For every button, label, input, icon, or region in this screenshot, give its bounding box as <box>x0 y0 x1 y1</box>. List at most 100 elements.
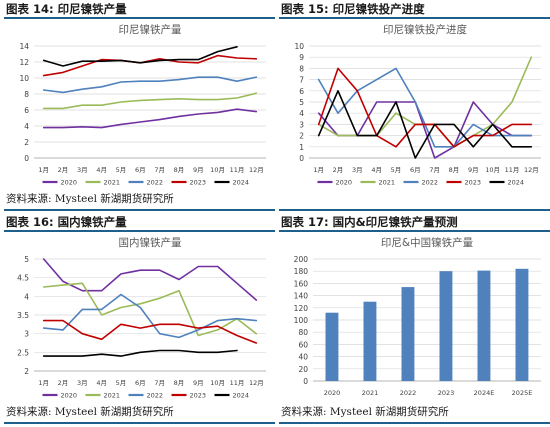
series-line-2024 <box>42 46 238 67</box>
source-note: 资料来源: Mysteel 新湖期货研究所 <box>281 406 449 418</box>
y-tick-label: 8 <box>24 90 29 99</box>
legend-label: 2020 <box>336 179 353 187</box>
x-tick-label: 3月 <box>77 379 88 387</box>
y-tick-label: 3 <box>299 120 304 129</box>
y-tick-label: 2 <box>24 138 29 147</box>
x-tick-label: 2024E <box>474 389 495 397</box>
bar-2024E <box>477 270 491 381</box>
line-chart: 国内镍铁产量 2 2.5 3 3.5 4 4.5 5 1月 2月 3月 4月 5月 6月 7月 8月 9月 10月… <box>17 236 266 400</box>
series-line-2021 <box>42 92 258 110</box>
panel-domestic-output: 图表 16: 国内镍铁产量 国内镍铁产量 2 2.5 3 3.5 4 4.5 5 1月 2月 3月 4… <box>4 213 275 426</box>
y-tick-label: 2.5 <box>17 348 29 357</box>
y-tick-label: 40 <box>298 353 308 362</box>
y-tick-label: 6 <box>299 87 304 96</box>
x-tick-label: 7月 <box>429 166 440 174</box>
y-tick-label: 5 <box>299 98 304 107</box>
x-tick-label: 4月 <box>96 379 107 387</box>
y-tick-label: 14 <box>19 42 29 51</box>
legend-label: 2021 <box>104 392 121 400</box>
y-tick-label: 20 <box>298 365 308 374</box>
legend-label: 2023 <box>465 179 482 187</box>
bar-2020 <box>325 312 339 381</box>
y-tick-label: 60 <box>298 340 308 349</box>
x-tick-label: 4月 <box>96 166 107 174</box>
x-tick-label: 2月 <box>58 166 69 174</box>
chart-title: 印尼&中国镍铁产量 <box>381 236 474 249</box>
source-note: 资料来源: Mysteel 新湖期货研究所 <box>6 406 174 418</box>
series-line-2020 <box>42 108 258 129</box>
x-tick-label: 10月 <box>485 166 500 174</box>
x-tick-label: 11月 <box>230 379 245 387</box>
header-rule <box>279 17 550 19</box>
y-tick-label: 9 <box>299 53 304 62</box>
x-tick-label: 12月 <box>249 379 264 387</box>
series-line-2021 <box>42 282 258 337</box>
x-tick-label: 8月 <box>449 166 460 174</box>
y-tick-label: 160 <box>294 279 309 288</box>
chart-title: 国内镍铁产量 <box>119 236 182 249</box>
x-tick-label: 3月 <box>352 166 363 174</box>
legend-label: 2024 <box>233 392 250 400</box>
y-tick-label: 10 <box>294 42 304 51</box>
series-line-2023 <box>317 67 533 148</box>
y-tick-label: 0 <box>303 377 308 386</box>
x-tick-label: 2月 <box>58 379 69 387</box>
header-rule <box>4 17 275 19</box>
line-chart: 印尼镍铁产量 0 2 4 6 8 10 12 14 1月 2月 3月 4月 5月 6月 7月 8月 9月 10月 11… <box>19 23 266 187</box>
x-tick-label: 11月 <box>505 166 520 174</box>
y-tick-label: 10 <box>19 74 29 83</box>
y-tick-label: 200 <box>294 255 309 264</box>
bar-2021 <box>363 301 377 381</box>
chart-title: 印尼镍铁投产进度 <box>383 23 467 36</box>
y-tick-label: 4 <box>299 109 304 118</box>
x-tick-label: 7月 <box>154 166 165 174</box>
bar-chart: 印尼&中国镍铁产量 0 20 40 60 80 100 120 140 160 180 200 2020… <box>294 236 541 397</box>
x-tick-label: 6月 <box>135 166 146 174</box>
x-tick-label: 2020 <box>324 389 341 397</box>
line-chart: 印尼镍铁投产进度 0 1 2 3 4 5 6 7 8 9 10 1月 2月 3月 4月 5月 6月 7月 8月 9月 10… <box>294 23 541 187</box>
legend-label: 2023 <box>190 179 207 187</box>
legend-label: 2022 <box>147 392 164 400</box>
x-tick-label: 2月 <box>333 166 344 174</box>
chart-output-forecast: 印尼&中国镍铁产量 0 20 40 60 80 100 120 140 160 180 200 2020… <box>279 233 550 403</box>
panel-indonesia-output: 图表 14: 印尼镍铁产量 印尼镍铁产量 0 2 4 6 8 10 12 14 1月 2月 3月 4月 5… <box>4 0 275 213</box>
panel-output-forecast: 图表 17: 国内&印尼镍铁产量预测 印尼&中国镍铁产量 0 20 40 60 80 100… <box>279 213 550 426</box>
y-tick-label: 2 <box>299 132 304 141</box>
y-tick-label: 140 <box>294 292 309 301</box>
chart-indonesia-commissioning: 印尼镍铁投产进度 0 1 2 3 4 5 6 7 8 9 10 1月 2月 3月 4月 5月 6月 7月 8月 9月 10… <box>279 20 550 190</box>
panel-header: 图表 16: 国内镍铁产量 <box>4 213 275 232</box>
bar-2025E <box>515 268 529 381</box>
chart-indonesia-output: 印尼镍铁产量 0 2 4 6 8 10 12 14 1月 2月 3月 4月 5月 6月 7月 8月 9月 10月 11… <box>4 20 275 190</box>
x-tick-label: 1月 <box>38 379 49 387</box>
x-tick-label: 4月 <box>371 166 382 174</box>
y-tick-label: 5 <box>24 255 29 264</box>
footer-rule <box>279 209 550 211</box>
footer-rule <box>4 209 275 211</box>
x-tick-label: 6月 <box>135 379 146 387</box>
y-tick-label: 1 <box>299 143 304 152</box>
panel-header: 图表 17: 国内&印尼镍铁产量预测 <box>279 213 550 232</box>
y-tick-label: 6 <box>24 106 29 115</box>
figure-title: 图表 17: 国内&印尼镍铁产量预测 <box>281 215 458 229</box>
footer-rule <box>4 422 275 424</box>
series-line-2023 <box>42 54 258 77</box>
y-tick-label: 7 <box>299 76 304 85</box>
legend-label: 2022 <box>147 179 164 187</box>
figure-title: 图表 16: 国内镍铁产量 <box>6 215 127 229</box>
header-rule <box>279 230 550 232</box>
series-line-2023 <box>42 319 258 344</box>
x-tick-label: 5月 <box>391 166 402 174</box>
x-tick-label: 10月 <box>210 166 225 174</box>
legend-label: 2020 <box>61 179 78 187</box>
panel-indonesia-commissioning: 图表 15: 印尼镍铁投产进度 印尼镍铁投产进度 0 1 2 3 4 5 6 7 8 9 10 1月 2月… <box>279 0 550 213</box>
x-tick-label: 2022 <box>400 389 417 397</box>
x-tick-label: 11月 <box>230 166 245 174</box>
legend-label: 2021 <box>104 179 121 187</box>
y-tick-label: 180 <box>294 267 309 276</box>
x-tick-label: 8月 <box>174 166 185 174</box>
y-tick-label: 3 <box>24 330 29 339</box>
x-tick-label: 5月 <box>116 166 127 174</box>
bar-2023 <box>439 271 453 381</box>
series-line-2022 <box>42 293 258 339</box>
x-tick-label: 6月 <box>410 166 421 174</box>
